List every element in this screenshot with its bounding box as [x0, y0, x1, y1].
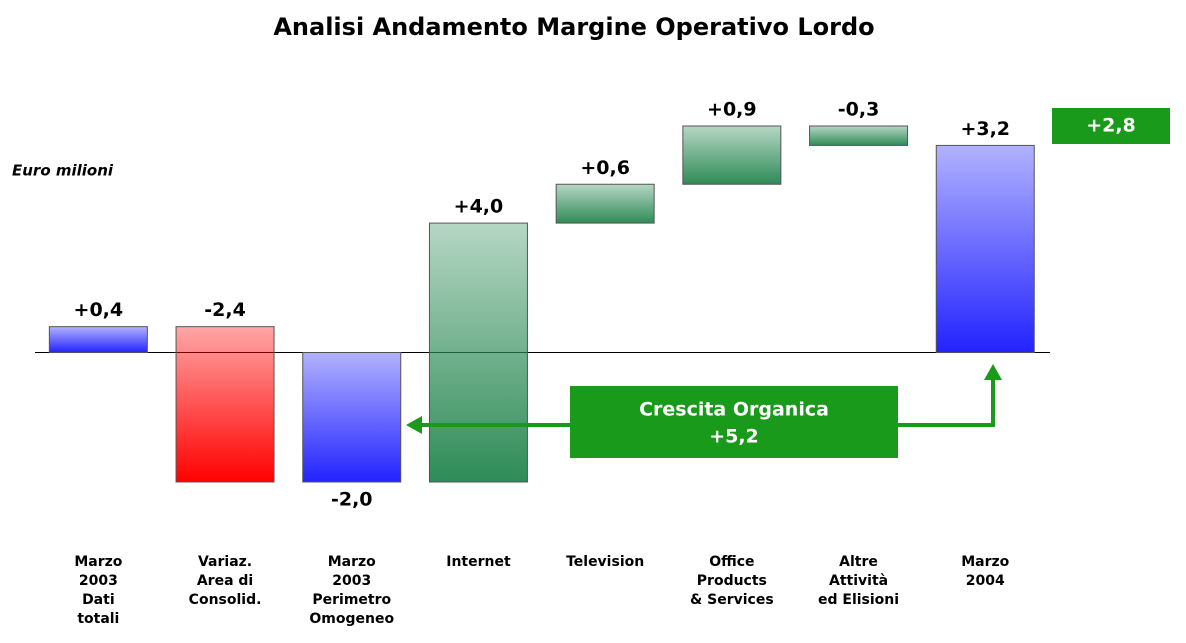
value-label: +0,6: [580, 157, 630, 179]
bar: [48, 326, 148, 354]
unit-label: Euro milioni: [12, 162, 114, 180]
bar: [555, 183, 655, 224]
x-tick-label: Office Products & Services: [690, 554, 774, 608]
value-label: +4,0: [454, 196, 504, 218]
x-tick-label: Marzo 2003 Perimetro Omogeneo: [309, 554, 394, 627]
chart-title: Analisi Andamento Margine Operativo Lord…: [273, 13, 874, 41]
bar: [175, 326, 275, 483]
x-tick-label: Variaz. Area di Consolid.: [189, 554, 262, 608]
arrow-right: [898, 378, 995, 427]
value-label: -0,3: [838, 99, 880, 121]
x-tick-label: Marzo 2004: [961, 554, 1009, 589]
bar: [682, 125, 782, 185]
value-label: +0,4: [74, 299, 124, 321]
bar: [302, 352, 402, 483]
organic-value: +5,2: [709, 426, 759, 448]
change-label: +2,8: [1086, 115, 1136, 137]
value-label: -2,4: [204, 299, 246, 321]
organic-box: [570, 386, 898, 458]
arrow-head: [984, 364, 1002, 380]
bar: [428, 222, 528, 483]
x-tick-label: Altre Attività ed Elisioni: [818, 554, 899, 608]
value-label: -2,0: [331, 489, 373, 511]
x-tick-label: Television: [566, 554, 644, 570]
value-label: +3,2: [960, 118, 1010, 140]
organic-title: Crescita Organica: [639, 399, 829, 421]
arrow-head: [406, 416, 422, 434]
x-tick-label: Marzo 2003 Dati totali: [74, 554, 122, 627]
x-tick-label: Internet: [446, 554, 511, 570]
bar: [935, 144, 1035, 354]
bar: [809, 125, 909, 146]
value-label: +0,9: [707, 99, 757, 121]
change-box: [1052, 108, 1170, 144]
